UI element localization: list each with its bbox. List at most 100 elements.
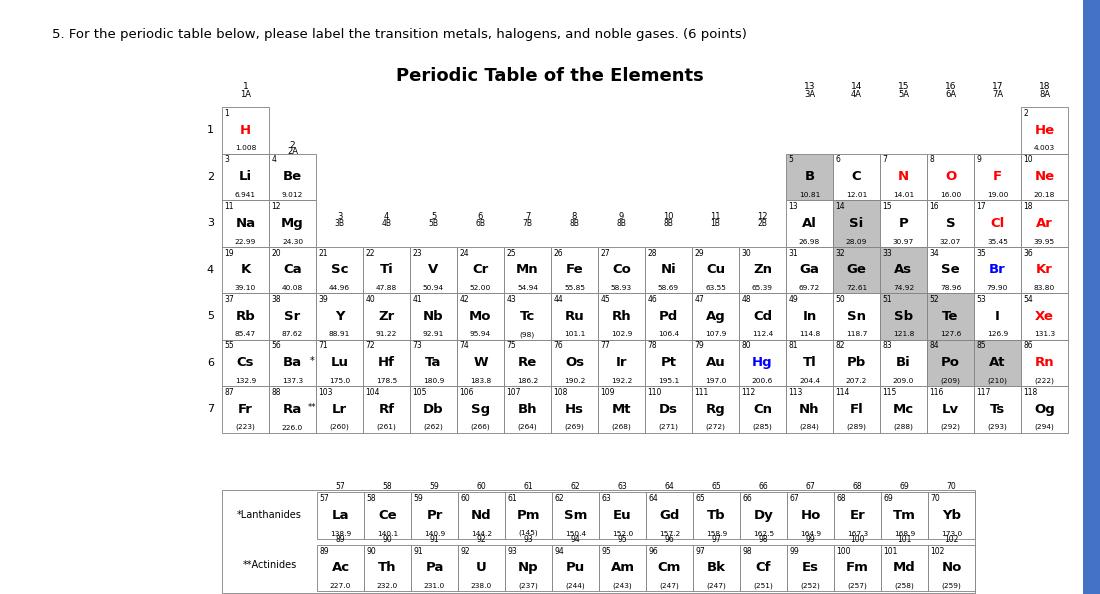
Bar xyxy=(786,200,833,247)
Bar xyxy=(222,247,270,293)
Text: 95: 95 xyxy=(602,546,612,555)
Bar xyxy=(646,545,693,591)
Text: 173.0: 173.0 xyxy=(940,530,962,536)
Text: Sg: Sg xyxy=(471,403,491,416)
Text: 58: 58 xyxy=(383,482,393,491)
Text: 44.96: 44.96 xyxy=(329,285,350,291)
Text: 28: 28 xyxy=(648,248,657,258)
Text: 25: 25 xyxy=(506,248,516,258)
Text: 17: 17 xyxy=(992,82,1003,91)
Text: 58.69: 58.69 xyxy=(658,285,679,291)
Bar xyxy=(456,386,504,432)
Text: 72.61: 72.61 xyxy=(846,285,867,291)
Bar xyxy=(786,492,834,539)
Bar xyxy=(692,293,739,340)
Text: Rf: Rf xyxy=(378,403,395,416)
Text: Be: Be xyxy=(283,170,302,184)
Bar xyxy=(600,492,646,539)
Text: 32.07: 32.07 xyxy=(939,239,961,245)
Text: Mo: Mo xyxy=(470,309,492,323)
Text: (257): (257) xyxy=(848,583,868,589)
Text: 91: 91 xyxy=(414,546,424,555)
Text: 20: 20 xyxy=(272,248,282,258)
Text: 91: 91 xyxy=(430,535,439,544)
Text: 132.9: 132.9 xyxy=(235,378,256,384)
Text: 57: 57 xyxy=(336,482,345,491)
Bar xyxy=(833,386,880,432)
Text: Pd: Pd xyxy=(659,309,678,323)
Bar xyxy=(316,293,363,340)
Bar xyxy=(458,492,505,539)
Text: 65: 65 xyxy=(712,482,722,491)
Text: (209): (209) xyxy=(940,378,960,384)
Text: 112.4: 112.4 xyxy=(752,331,773,337)
Bar xyxy=(928,545,975,591)
Bar xyxy=(222,293,270,340)
Text: 95.94: 95.94 xyxy=(470,331,491,337)
Text: 18: 18 xyxy=(1038,82,1050,91)
Text: Ra: Ra xyxy=(283,403,302,416)
Text: Fl: Fl xyxy=(849,403,864,416)
Text: Os: Os xyxy=(565,356,584,369)
Bar xyxy=(833,247,880,293)
Bar xyxy=(317,545,364,591)
Text: 96: 96 xyxy=(649,546,658,555)
Text: 49: 49 xyxy=(789,295,799,304)
Text: 106.4: 106.4 xyxy=(658,331,679,337)
Text: Nh: Nh xyxy=(800,403,820,416)
Text: 61: 61 xyxy=(507,494,517,503)
Bar xyxy=(363,340,410,386)
Text: 76: 76 xyxy=(553,342,563,350)
Bar xyxy=(270,200,316,247)
Text: 100: 100 xyxy=(850,535,865,544)
Text: 2B: 2B xyxy=(758,219,768,228)
Bar xyxy=(410,293,456,340)
Text: Pu: Pu xyxy=(565,561,585,574)
Text: U: U xyxy=(476,561,487,574)
Bar xyxy=(693,492,740,539)
Bar xyxy=(739,386,786,432)
Text: 75: 75 xyxy=(506,342,516,350)
Text: (288): (288) xyxy=(893,424,913,431)
Text: *: * xyxy=(309,356,315,366)
Text: 232.0: 232.0 xyxy=(377,583,398,589)
Bar xyxy=(551,247,598,293)
Bar xyxy=(600,545,646,591)
Text: 31: 31 xyxy=(789,248,799,258)
Text: Md: Md xyxy=(893,561,916,574)
Text: 112: 112 xyxy=(741,388,756,397)
Text: Th: Th xyxy=(378,561,397,574)
Text: (264): (264) xyxy=(518,424,538,431)
Text: Bk: Bk xyxy=(707,561,726,574)
Text: 9: 9 xyxy=(977,156,981,165)
Text: 131.3: 131.3 xyxy=(1034,331,1055,337)
Text: *Lanthanides: *Lanthanides xyxy=(238,510,301,520)
Text: 87.62: 87.62 xyxy=(282,331,304,337)
Text: Tm: Tm xyxy=(893,508,916,522)
Text: 3B: 3B xyxy=(334,219,344,228)
Bar xyxy=(552,545,600,591)
Text: 117: 117 xyxy=(977,388,991,397)
Bar xyxy=(222,340,270,386)
Text: Pa: Pa xyxy=(426,561,443,574)
Text: **: ** xyxy=(308,403,317,412)
Text: Hf: Hf xyxy=(378,356,395,369)
Bar xyxy=(881,492,928,539)
Text: 14.01: 14.01 xyxy=(893,192,914,198)
Text: 83: 83 xyxy=(882,342,892,350)
Bar xyxy=(363,386,410,432)
Text: S: S xyxy=(946,217,955,230)
Bar xyxy=(598,386,645,432)
Text: Cl: Cl xyxy=(990,217,1004,230)
Text: Nd: Nd xyxy=(471,508,492,522)
Text: 65.39: 65.39 xyxy=(752,285,773,291)
Text: Po: Po xyxy=(940,356,960,369)
Text: 101.1: 101.1 xyxy=(564,331,585,337)
Text: 26.98: 26.98 xyxy=(799,239,821,245)
Text: 22: 22 xyxy=(365,248,375,258)
Text: 51: 51 xyxy=(882,295,892,304)
Text: 18: 18 xyxy=(1023,202,1033,211)
Text: Fe: Fe xyxy=(565,263,583,276)
Text: 137.3: 137.3 xyxy=(282,378,304,384)
Bar xyxy=(692,386,739,432)
